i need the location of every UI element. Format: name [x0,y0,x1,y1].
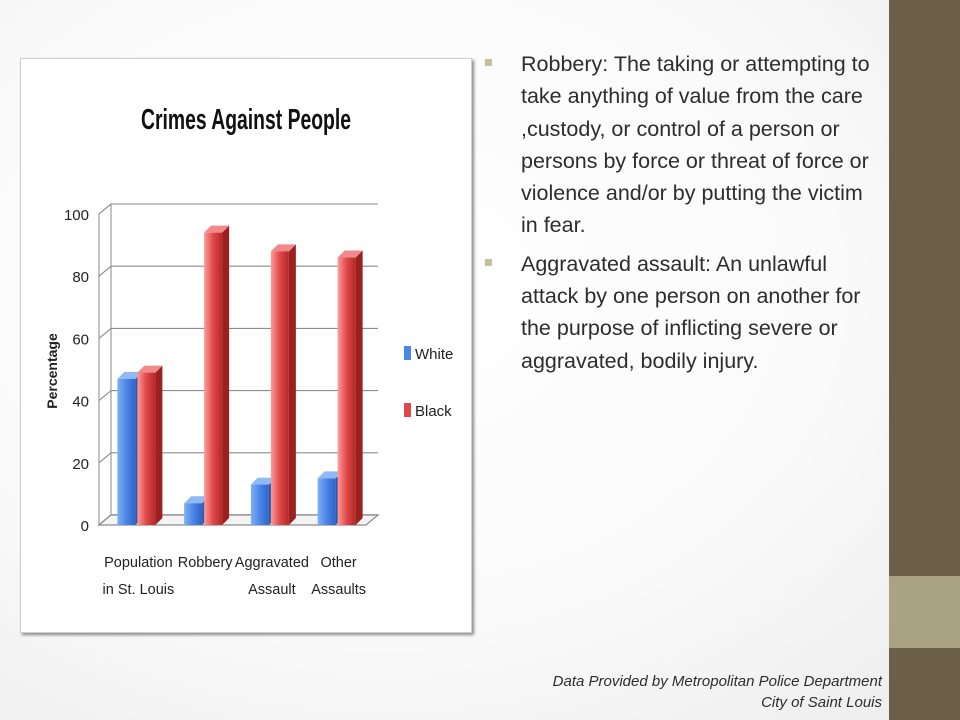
bullet-marker [485,258,492,266]
bar-top [337,250,363,258]
bar-front [337,257,356,525]
decor-bar-middle [889,576,960,648]
legend-swatch-white [404,346,411,360]
x-category-label-line: Assault [248,582,296,598]
bar-side [222,225,230,525]
bullet-list: Robbery: The taking or attempting to tak… [478,48,878,383]
y-tick-label: 40 [72,394,89,411]
bar-front [317,478,336,525]
x-category-label-line: in St. Louis [103,582,175,598]
x-category-label-line: Robbery [178,555,234,571]
y-tick-label: 60 [72,331,89,348]
decor-bar-top [889,0,960,576]
bar-black-0 [137,365,163,525]
bullet-robbery: Robbery: The taking or attempting to tak… [478,48,878,242]
bar-front [204,232,223,525]
x-category-label: Other Assaults [311,555,366,598]
crimes-chart: Crimes Against People Percentage 0 20 40 60… [44,104,453,598]
y-tick-label: 100 [64,207,89,224]
y-tick-label: 0 [81,518,89,535]
legend-label-white: White [415,346,453,363]
credit-line-2: City of Saint Louis [761,694,882,711]
bullet-text: Aggravated assault: An unlawful attack b… [521,251,861,373]
chart-image: Crimes Against People Percentage 0 20 40 60… [20,58,472,633]
bar-top [204,225,230,233]
bar-side [355,250,363,526]
credit-line-1: Data Provided by Metropolitan Police Dep… [552,673,882,690]
x-category-label-line: Assaults [311,582,366,598]
chart-title: Crimes Against People [141,104,351,136]
legend-swatch-black [404,403,411,417]
bar-black-1 [204,225,230,525]
gridline [98,327,378,339]
y-tick-label: 20 [72,456,89,473]
bar-side [155,365,163,525]
bar-black-2 [270,244,296,525]
bar-front [117,378,136,525]
bar-front [184,503,203,525]
data-credit: Data Provided by Metropolitan Police Dep… [462,671,882,713]
bar-top [184,496,210,504]
x-category-label: Aggravated Assault [235,555,309,598]
bar-side [288,244,296,525]
bar-front [137,372,156,525]
bullet-marker [485,59,492,66]
bar-black-3 [337,250,363,526]
bar-front [270,251,289,525]
bullet-aggravated-assault: Aggravated assault: An unlawful attack b… [478,248,878,377]
bar-top [250,477,276,485]
chart-side-wall [98,202,112,527]
decor-bar-bottom [889,648,960,720]
x-category-label-line: Population [104,555,173,571]
x-category-label: Robbery [178,555,234,571]
x-category-label: Population in St. Louis [103,555,175,598]
y-axis-label: Percentage [44,333,60,409]
gridline [98,265,378,277]
bar-top [317,471,343,479]
bar-front [250,484,269,525]
bar-top [117,371,143,379]
legend-label-black: Black [415,403,452,420]
bullet-text: Robbery: The taking or attempting to tak… [521,52,870,238]
x-category-label-line: Other [320,555,356,571]
y-tick-label: 80 [72,269,89,286]
bar-top [137,365,163,373]
x-category-label-line: Aggravated [235,555,309,571]
bar-top [270,244,296,252]
gridline [98,203,378,215]
